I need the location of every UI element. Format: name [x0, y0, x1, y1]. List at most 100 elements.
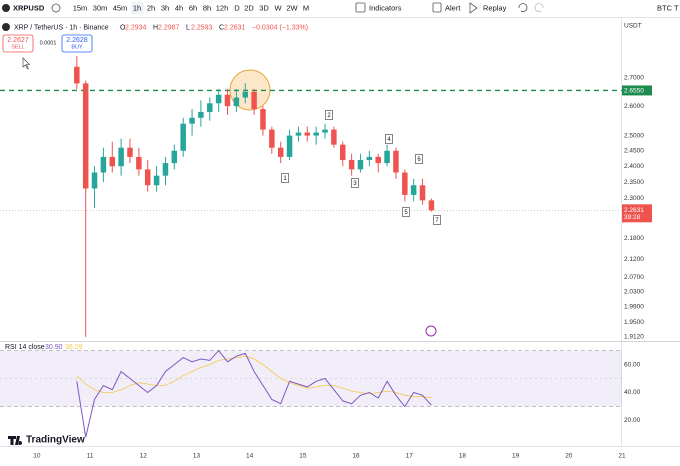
logo-icon [8, 436, 23, 445]
rsi-tick-label: 40.00 [624, 389, 641, 396]
y-tick-label: 2.3500 [624, 179, 644, 186]
redo-button[interactable] [534, 3, 544, 12]
candle-body [260, 109, 266, 130]
add-symbol-button[interactable] [51, 3, 61, 13]
interval-button[interactable]: 3D [259, 3, 269, 12]
legend-icon [2, 23, 10, 31]
interval-button[interactable]: 6h [189, 3, 197, 12]
compass-icon [425, 325, 437, 337]
replay-icon [469, 2, 478, 14]
candle-body [74, 66, 80, 84]
candle-body [118, 147, 124, 167]
x-tick-label: 15 [299, 453, 307, 460]
candle-body [295, 132, 302, 136]
wave-label-box [402, 207, 410, 217]
alert-button[interactable]: Alert [445, 3, 461, 12]
candle-body [402, 172, 408, 195]
interval-button[interactable]: 8h [203, 3, 211, 12]
candle-body [348, 160, 355, 170]
last-price-label: 2.2631 [624, 207, 644, 214]
branding: TradingView [26, 435, 85, 446]
x-tick-label: 16 [352, 453, 360, 460]
x-tick-label: 11 [87, 453, 94, 460]
candle-body [100, 156, 107, 173]
interval-button[interactable]: 2D [244, 3, 254, 12]
x-tick-label: 14 [246, 453, 254, 460]
rsi-value: 30.90 [45, 344, 63, 351]
candle-body [224, 94, 231, 107]
ohlc-value: 2.2987 [158, 24, 180, 31]
x-tick-label: 20 [565, 453, 573, 460]
ohlc-letter: O [120, 24, 126, 31]
symbol[interactable]: XRPUSD [13, 3, 45, 12]
candle-body [304, 132, 311, 136]
buy-button[interactable] [61, 34, 93, 53]
candle-body [233, 97, 240, 107]
candle-body [251, 91, 257, 110]
x-tick-label: 10 [33, 453, 41, 460]
rsi-tick-label: 20.00 [624, 417, 641, 424]
interval-button[interactable]: 2W [286, 3, 298, 12]
candle-body [82, 83, 89, 189]
candle-body [180, 123, 186, 151]
hline-price-tag [622, 85, 652, 96]
x-tick-label: 21 [618, 453, 626, 460]
interval-button[interactable]: 4h [175, 3, 183, 12]
candle-body [410, 185, 417, 195]
candle-body [331, 129, 337, 145]
interval-button[interactable]: D [234, 3, 240, 12]
wave-label: 2 [327, 113, 331, 119]
sell-price: 2.2627 [7, 37, 29, 44]
ohlc-legend: O 2.2934 H 2.2987 L 2.2593 C 2.2631 −0.0304 (−1.… [120, 24, 308, 31]
wave-label-box [415, 154, 423, 164]
candle-body [340, 144, 346, 161]
candle-body [189, 117, 195, 124]
interval-button[interactable]: 1h [133, 3, 141, 12]
interval-button[interactable]: 2h [147, 3, 155, 12]
candle-body [109, 156, 116, 167]
ohlc-letter: H [153, 24, 158, 31]
candle-body [357, 160, 364, 170]
wave-label: 6 [417, 157, 421, 163]
ohlc-value: 2.2934 [125, 24, 147, 31]
rsi-tick-label: 60.00 [624, 361, 641, 368]
candle-body [91, 172, 98, 189]
spread: 0.0001 [40, 40, 57, 46]
candle-body [375, 156, 381, 164]
legend-title: XRP / TetherUS · 1h · Binance [14, 24, 109, 31]
sell-button[interactable] [2, 34, 34, 53]
y-tick-label: 2.6000 [624, 103, 644, 110]
replay-button[interactable]: Replay [483, 3, 507, 12]
ohlc-letter: L [186, 24, 190, 31]
interval-button[interactable]: M [303, 3, 309, 12]
x-tick-label: 12 [140, 453, 148, 460]
candle-body [198, 111, 204, 118]
undo-button[interactable] [518, 3, 528, 12]
candle-body [242, 91, 249, 98]
compare-symbol[interactable]: BTC T [657, 3, 679, 12]
interval-button[interactable]: W [274, 3, 282, 12]
rsi-title: RSI 14 close [5, 344, 45, 351]
candle-body [313, 132, 319, 136]
y-tick-label: 2.7000 [624, 75, 644, 82]
interval-button[interactable]: 30m [93, 3, 108, 12]
x-tick-label: 19 [512, 453, 520, 460]
candle-body [393, 150, 399, 173]
ohlc-value: 2.2593 [191, 24, 213, 31]
y-tick-label: 2.3000 [624, 195, 644, 202]
active-interval-bg [131, 2, 144, 14]
indicators-button[interactable]: Indicators [369, 3, 402, 12]
y-tick-label: 2.4000 [624, 163, 644, 170]
candle-body [136, 156, 142, 170]
wave-label-box [385, 134, 393, 144]
interval-button[interactable]: 15m [73, 3, 88, 12]
interval-button[interactable]: 45m [113, 3, 128, 12]
interval-button[interactable]: 12h [216, 3, 229, 12]
y-tick-label: 2.4500 [624, 147, 644, 154]
rsi-ma-value: 36.29 [65, 344, 83, 351]
y-tick-label: 1.9500 [624, 319, 644, 326]
wave-label-box [433, 215, 441, 225]
wave-label: 7 [435, 218, 439, 224]
interval-button[interactable]: 3h [161, 3, 169, 12]
